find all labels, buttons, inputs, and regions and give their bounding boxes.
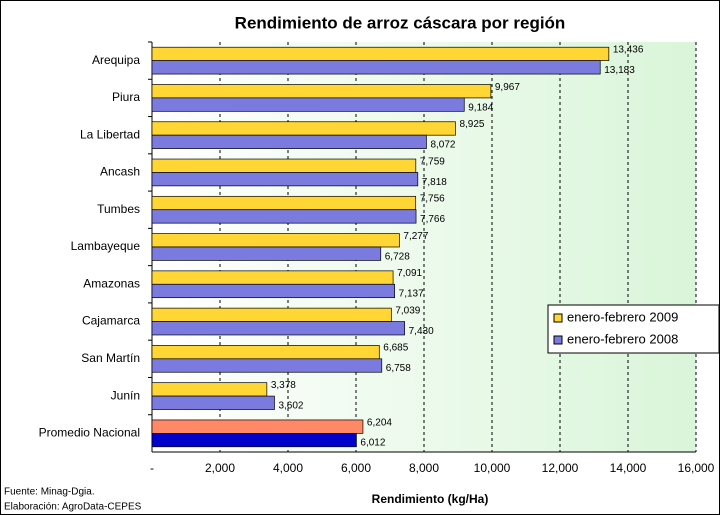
value-label: 6,685 <box>383 343 408 354</box>
y-tick-label: Amazonas <box>83 276 140 290</box>
x-tick-label: 4,000 <box>273 461 303 475</box>
bar <box>151 84 492 99</box>
bar <box>151 233 400 248</box>
bar <box>151 433 357 448</box>
x-tick-label: 12,000 <box>542 461 579 475</box>
x-tick-label: - <box>150 461 154 475</box>
value-label: 9,184 <box>468 102 493 113</box>
value-label: 7,766 <box>420 214 445 225</box>
bar <box>151 134 427 149</box>
bar <box>151 97 465 112</box>
value-label: 6,204 <box>367 417 392 428</box>
x-tick-label: 16,000 <box>678 461 715 475</box>
y-tick-label: Piura <box>112 90 140 104</box>
value-label: 6,728 <box>385 251 410 262</box>
bar <box>151 283 396 299</box>
bar <box>151 60 601 75</box>
legend-label: enero-febrero 2008 <box>567 331 678 346</box>
bar <box>151 246 382 261</box>
chart-title: Rendimiento de arroz cáscara por región <box>235 13 566 32</box>
note: Fuente: Minag-Dgia. <box>4 487 95 498</box>
y-tick-label: Promedio Nacional <box>39 426 140 440</box>
value-label: 6,758 <box>386 363 411 374</box>
legend-label: enero-febrero 2009 <box>567 309 678 324</box>
value-label: 7,818 <box>422 177 447 188</box>
value-label: 8,072 <box>430 140 455 151</box>
value-label: 7,430 <box>409 326 434 337</box>
bar <box>151 382 268 397</box>
value-label: 9,967 <box>495 82 520 93</box>
legend-swatch <box>553 313 563 323</box>
x-tick-label: 8,000 <box>409 461 439 475</box>
y-tick-label: Lambayeque <box>71 239 141 253</box>
value-label: 7,759 <box>420 156 445 167</box>
bar <box>151 345 380 360</box>
value-label: 7,091 <box>397 268 422 279</box>
value-label: 13,436 <box>613 45 644 56</box>
bar <box>151 46 610 61</box>
bar <box>151 209 417 224</box>
value-label: 3,602 <box>278 400 303 411</box>
y-tick-label: San Martín <box>81 351 140 365</box>
y-tick-label: Arequipa <box>92 53 140 67</box>
note: Elaboración: AgroData-CEPES <box>4 502 142 513</box>
value-label: 3,378 <box>271 380 296 391</box>
bar <box>151 158 417 173</box>
bar <box>151 358 383 373</box>
value-label: 7,039 <box>395 305 420 316</box>
value-label: 7,277 <box>403 231 428 242</box>
bar <box>151 419 364 434</box>
value-label: 6,012 <box>360 438 385 449</box>
value-label: 7,756 <box>420 194 445 205</box>
bar <box>151 321 405 336</box>
bar <box>151 395 275 410</box>
x-tick-label: 10,000 <box>474 461 511 475</box>
legend-swatch <box>553 335 563 345</box>
bar <box>151 121 456 136</box>
value-label: 13,183 <box>604 65 635 76</box>
bar <box>151 195 417 211</box>
bar <box>151 172 419 187</box>
x-tick-label: 6,000 <box>341 461 371 475</box>
bar <box>151 307 392 322</box>
value-label: 7,137 <box>399 289 424 300</box>
x-tick-label: 14,000 <box>610 461 647 475</box>
y-tick-label: Junín <box>111 388 140 402</box>
x-axis-label: Rendimiento (kg/Ha) <box>372 492 489 506</box>
bar <box>151 270 394 285</box>
y-tick-label: La Libertad <box>80 127 140 141</box>
y-tick-label: Tumbes <box>97 202 140 216</box>
x-tick-label: 2,000 <box>205 461 235 475</box>
y-tick-label: Cajamarca <box>82 314 140 328</box>
y-tick-label: Ancash <box>100 165 140 179</box>
legend-box <box>547 304 720 354</box>
value-label: 8,925 <box>459 119 484 130</box>
